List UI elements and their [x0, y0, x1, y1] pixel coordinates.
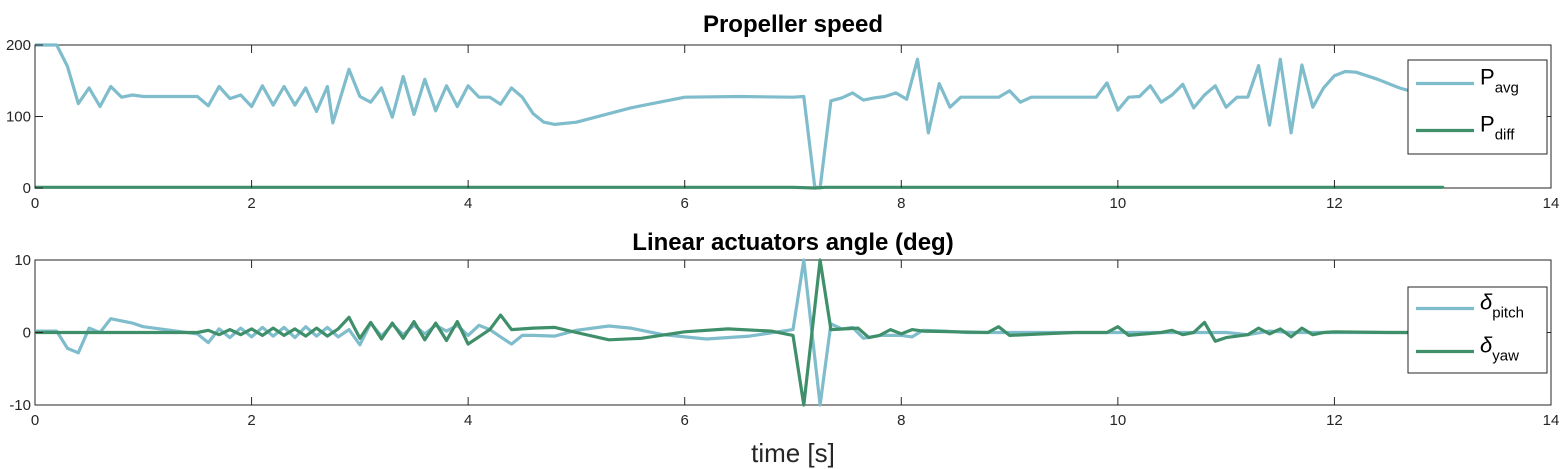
series-line-diff — [35, 185, 1445, 190]
legend-box — [1407, 286, 1548, 374]
y-tick-label: 0 — [23, 180, 31, 197]
y-tick-label: -10 — [9, 397, 31, 414]
chart-title: Propeller speed — [703, 11, 883, 38]
x-tick-label: 8 — [897, 412, 905, 429]
x-tick-label: 14 — [1543, 195, 1560, 212]
x-tick-label: 10 — [1110, 412, 1127, 429]
propeller-speed-panel: 0 2 4 6 8 10 12 14 0 100 200 Propeller speed Pavg Pdi… — [6, 11, 1559, 212]
x-tick-label: 6 — [681, 195, 689, 212]
series-group — [35, 258, 1445, 407]
legend-label-pitch: δpitch — [1480, 290, 1524, 322]
y-tick-label: 200 — [6, 37, 31, 54]
x-axis-label: time [s] — [751, 438, 835, 468]
legend: Pavg Pdiff — [1407, 59, 1548, 155]
legend-label-diff: Pdiff — [1480, 112, 1515, 144]
x-tick-label: 0 — [31, 195, 39, 212]
axes-box — [34, 44, 1552, 189]
x-tick-label: 0 — [31, 412, 39, 429]
legend-box — [1407, 59, 1548, 155]
x-tick-label: 2 — [247, 412, 255, 429]
x-tick-label: 8 — [897, 195, 905, 212]
x-tick-label: 14 — [1543, 412, 1560, 429]
x-tick-label: 12 — [1326, 412, 1343, 429]
series-group — [35, 43, 1445, 190]
x-tick-label: 6 — [681, 412, 689, 429]
series-line-yaw — [35, 258, 1445, 407]
legend-label-avg: Pavg — [1480, 65, 1519, 97]
y-tick-label: 10 — [14, 252, 31, 269]
x-tick-label: 2 — [247, 195, 255, 212]
y-tick-label: 100 — [6, 109, 31, 126]
x-tick-label: 4 — [464, 195, 472, 212]
x-tick-label: 12 — [1326, 195, 1343, 212]
legend: δpitch δyaw — [1407, 286, 1548, 374]
series-line-avg — [35, 43, 1434, 190]
legend-label-yaw: δyaw — [1480, 333, 1519, 365]
y-tick-label: 0 — [23, 325, 31, 342]
chart-title: Linear actuators angle (deg) — [632, 229, 953, 256]
x-tick-label: 4 — [464, 412, 472, 429]
x-tick-label: 10 — [1110, 195, 1127, 212]
